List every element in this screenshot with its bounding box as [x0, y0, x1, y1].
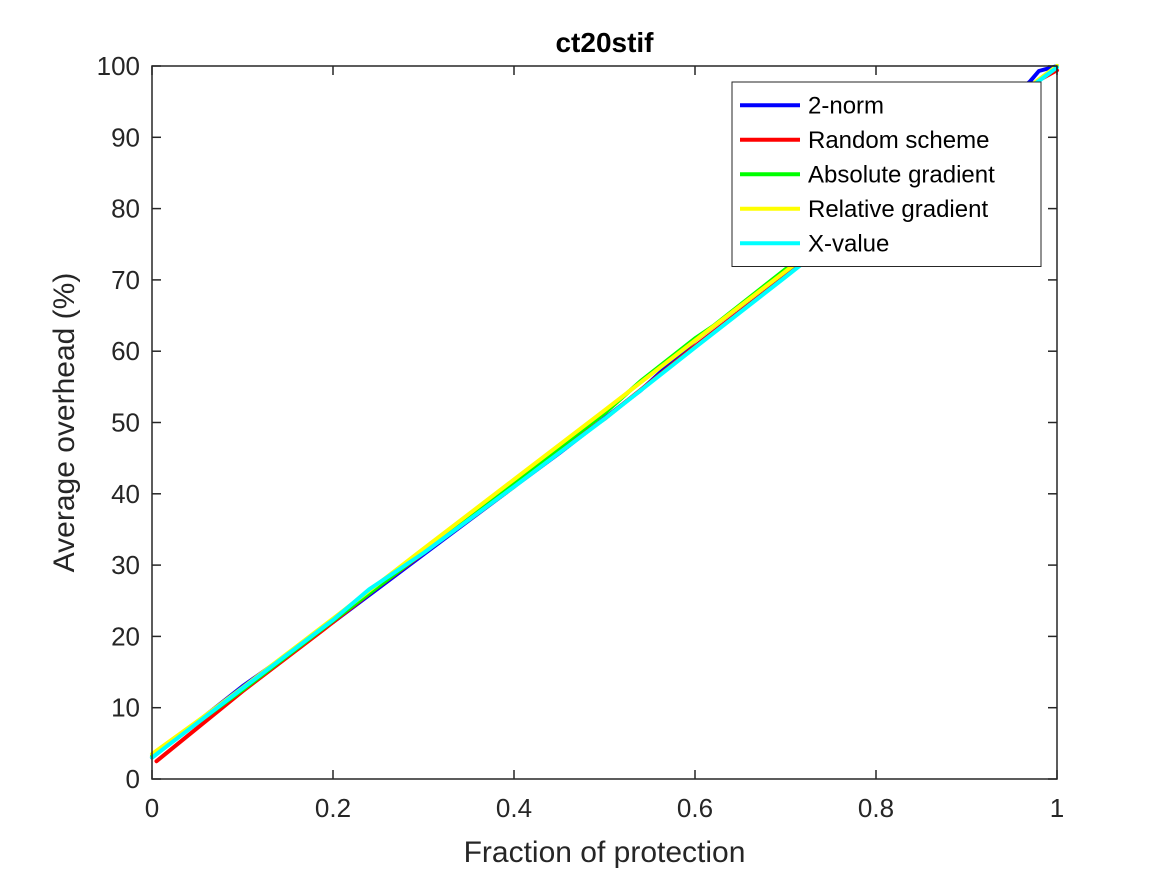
legend-entry-label: Absolute gradient — [808, 161, 995, 188]
y-tick-label: 50 — [111, 408, 140, 438]
x-tick-label: 0.6 — [677, 793, 713, 823]
tick-marks — [151, 65, 1058, 780]
x-tick-label: 0 — [145, 793, 159, 823]
x-axis-label: Fraction of protection — [464, 836, 746, 869]
y-tick-label: 10 — [111, 693, 140, 723]
y-axis-label: Average overhead (%) — [48, 273, 81, 573]
y-tick-label: 70 — [111, 265, 140, 295]
legend: 2-norm Random scheme Absolute gradient Rela… — [731, 81, 1042, 267]
chart-title: ct20stif — [555, 27, 654, 58]
y-tick-label: 30 — [111, 550, 140, 580]
y-tick-label: 40 — [111, 479, 140, 509]
x-tick-label: 0.4 — [496, 793, 532, 823]
y-tick-label: 0 — [126, 764, 140, 794]
y-tick-label: 20 — [111, 621, 140, 651]
x-tick-label: 0.8 — [858, 793, 894, 823]
x-tick-label: 1 — [1050, 793, 1064, 823]
y-tick-label: 60 — [111, 336, 140, 366]
legend-entry-label: X-value — [808, 230, 889, 257]
y-tick-label: 80 — [111, 194, 140, 224]
y-tick-label: 90 — [111, 122, 140, 152]
y-tick-labels: 0 10 20 30 40 50 60 70 80 90 100 — [97, 51, 140, 794]
legend-entry-label: Random scheme — [808, 127, 989, 154]
x-tick-label: 0.2 — [315, 793, 351, 823]
y-tick-label: 100 — [97, 51, 140, 81]
legend-entry-label: Relative gradient — [808, 196, 988, 223]
legend-entry-label: 2-norm — [808, 92, 884, 119]
x-tick-labels: 0 0.2 0.4 0.6 0.8 1 — [145, 793, 1064, 823]
